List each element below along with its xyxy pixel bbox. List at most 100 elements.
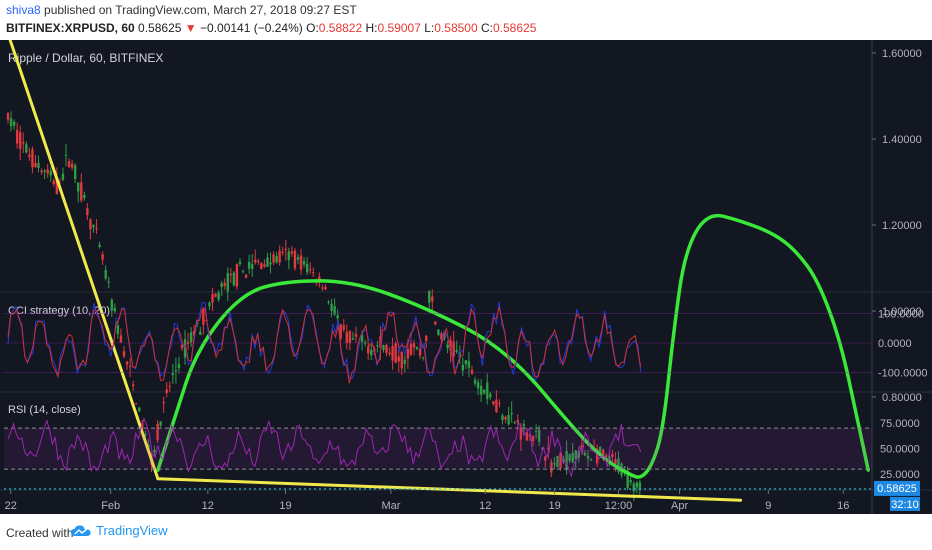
- candle-body: [73, 165, 77, 180]
- candle-body: [52, 180, 55, 185]
- candle-body: [583, 452, 587, 456]
- x-tick-label: Feb: [101, 500, 120, 512]
- candle-body: [589, 459, 593, 461]
- candle-body: [107, 281, 110, 283]
- candle-body: [232, 272, 236, 286]
- candle-body: [226, 273, 229, 292]
- tradingview-brand[interactable]: TradingView: [70, 523, 168, 538]
- candle-body: [278, 250, 281, 263]
- candle-body: [598, 446, 602, 454]
- candle-body: [580, 445, 584, 448]
- x-tick-label: 12:00: [605, 500, 633, 512]
- candle-body: [556, 455, 559, 468]
- candle-body: [128, 365, 132, 367]
- candle-body: [629, 479, 632, 483]
- x-tick-label: 22: [5, 500, 17, 512]
- candle-body: [403, 359, 407, 365]
- candle-body: [208, 302, 211, 307]
- candle-body: [467, 361, 471, 368]
- y-tick-label: 1.20000: [882, 220, 922, 232]
- candle-body: [37, 162, 40, 169]
- candle-body: [635, 482, 639, 488]
- candle-body: [125, 361, 129, 365]
- candle-body: [110, 299, 113, 311]
- candle-body: [98, 244, 101, 247]
- candle-body: [238, 261, 242, 264]
- symbol-label: BITFINEX:XRPUSD, 60: [6, 21, 135, 35]
- created-with-text: Created with: [6, 526, 74, 540]
- candle-body: [370, 349, 373, 356]
- candle-body: [296, 257, 300, 260]
- candle-body: [577, 450, 581, 458]
- candle-body: [302, 261, 306, 265]
- rsi-line: [7, 417, 642, 479]
- candle-body: [504, 416, 507, 420]
- candle-body: [632, 483, 635, 492]
- candle-body: [220, 283, 223, 287]
- ohlc-row: BITFINEX:XRPUSD, 60 0.58625 ▼ −0.00141 (…: [6, 21, 536, 35]
- candle-body: [305, 263, 309, 273]
- rsi-title: RSI (14, close): [8, 404, 81, 416]
- candle-body: [144, 433, 147, 436]
- footer: Created with TradingView: [0, 514, 932, 550]
- candle-body: [308, 268, 312, 270]
- candle-body: [67, 161, 71, 168]
- rsi-band-fill: [4, 428, 872, 470]
- candle-body: [241, 270, 245, 272]
- candle-body: [28, 154, 31, 157]
- candle-body: [547, 447, 550, 450]
- candle-body: [159, 421, 162, 426]
- candle-body: [281, 251, 284, 253]
- candle-body: [34, 163, 37, 168]
- candle-body: [394, 343, 397, 363]
- candle-body: [516, 419, 519, 423]
- low-label: L:: [424, 21, 435, 35]
- candle-body: [574, 450, 577, 460]
- candle-body: [217, 292, 220, 300]
- candle-body: [119, 335, 123, 343]
- cci-y-tick-label: 100.0000: [878, 309, 924, 321]
- candle-body: [299, 255, 303, 270]
- candle-body: [214, 294, 217, 297]
- open-label: O:: [306, 21, 319, 35]
- candle-body: [229, 274, 233, 276]
- candle-body: [553, 463, 556, 465]
- candle-body: [455, 350, 458, 352]
- candle-body: [501, 415, 504, 421]
- candle-body: [544, 456, 547, 461]
- candle-body: [461, 364, 465, 371]
- chart-header: shiva8 published on TradingView.com, Mar…: [0, 0, 932, 40]
- candle-body: [275, 256, 278, 263]
- x-tick-label: 19: [549, 500, 561, 512]
- candle-body: [138, 407, 141, 412]
- chart-area[interactable]: Ripple / Dollar, 60, BITFINEX 0.58625 32:1…: [0, 40, 932, 514]
- y-tick-label: 1.00000: [882, 306, 922, 318]
- candle-body: [626, 471, 629, 488]
- candle-body: [269, 262, 272, 265]
- candle-body: [537, 429, 541, 442]
- rsi-y-tick-label: 50.0000: [880, 444, 920, 456]
- candle-body: [565, 450, 568, 470]
- candle-body: [156, 423, 159, 441]
- chart-svg[interactable]: Ripple / Dollar, 60, BITFINEX 0.58625 32:1…: [0, 40, 932, 514]
- candle-body: [382, 345, 385, 350]
- candle-body: [510, 413, 513, 415]
- candle-body: [376, 345, 379, 347]
- candle-body: [25, 144, 28, 153]
- candle-body: [254, 259, 257, 263]
- publisher-link[interactable]: shiva8: [6, 3, 41, 17]
- candle-body: [165, 389, 168, 393]
- candle-body: [333, 306, 336, 315]
- candle-body: [260, 262, 263, 269]
- candle-body: [397, 356, 400, 362]
- candle-body: [171, 373, 175, 376]
- x-tick-label: 19: [279, 500, 291, 512]
- candle-body: [528, 434, 532, 437]
- candle-body: [244, 274, 248, 278]
- candle-body: [113, 307, 117, 312]
- candle-body: [525, 432, 529, 441]
- candle-body: [61, 173, 65, 180]
- candle-body: [452, 341, 455, 357]
- low-value: 0.58500: [434, 21, 478, 35]
- tradingview-label: TradingView: [96, 523, 168, 538]
